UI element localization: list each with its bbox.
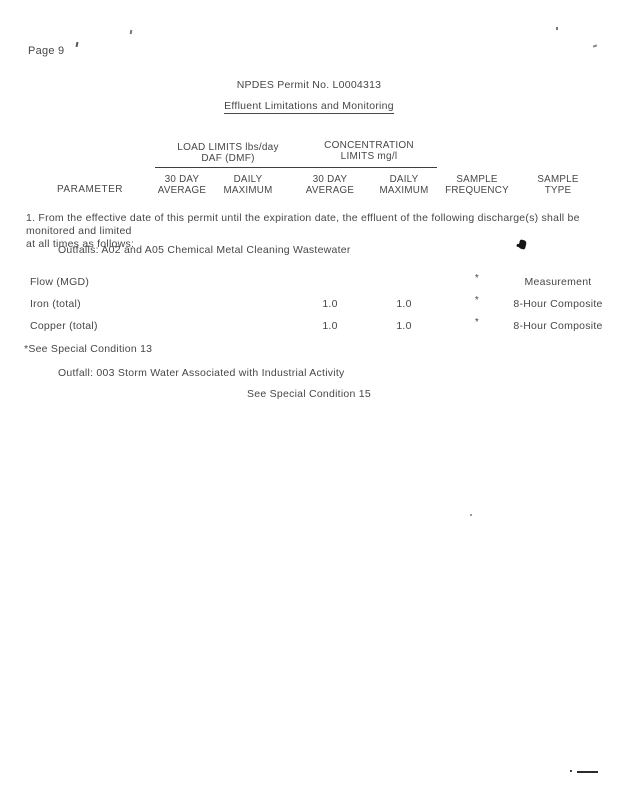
load-limits-line2: DAF (DMF) bbox=[201, 153, 255, 164]
table-row: Iron (total) 1.0 1.0 * 8-Hour Composite bbox=[0, 295, 618, 312]
column-header-line: MAXIMUM bbox=[223, 184, 273, 196]
page-number-label: Page 9 bbox=[28, 45, 65, 57]
section-heading: Effluent Limitations and Monitoring bbox=[224, 100, 394, 114]
section-heading-row: Effluent Limitations and Monitoring bbox=[0, 100, 618, 114]
table-row: Copper (total) 1.0 1.0 * 8-Hour Composit… bbox=[0, 317, 618, 334]
see-special-condition-15-line: See Special Condition 15 bbox=[247, 388, 371, 400]
sample-type-cell: 8-Hour Composite bbox=[513, 298, 603, 310]
scan-artifact-dot bbox=[570, 770, 572, 772]
frequency-cell: * bbox=[474, 317, 480, 328]
scan-artifact-dash bbox=[577, 771, 598, 773]
table-row: Flow (MGD) * Measurement bbox=[0, 273, 618, 290]
load-limits-group-header: LOAD LIMITS lbs/day DAF (DMF) bbox=[155, 142, 301, 168]
scan-artifact-tick bbox=[129, 29, 133, 35]
outfall-003-storm-water-line: Outfall: 003 Storm Water Associated with… bbox=[58, 367, 345, 379]
column-header-line: SAMPLE bbox=[456, 174, 498, 185]
column-header-line: TYPE bbox=[544, 184, 572, 196]
load-limits-line1: LOAD LIMITS lbs/day bbox=[177, 142, 279, 153]
column-header-load-30day-average: 30 DAY AVERAGE bbox=[142, 174, 222, 196]
column-header-sample-frequency: SAMPLE FREQUENCY bbox=[437, 174, 517, 196]
condition-paragraph-line1: 1. From the effective date of this permi… bbox=[26, 212, 580, 237]
scan-artifact-dot bbox=[556, 27, 558, 30]
outfalls-a02-a05-line: Outfalls: A02 and A05 Chemical Metal Cle… bbox=[58, 244, 351, 256]
parameter-cell: Iron (total) bbox=[30, 298, 81, 310]
conc-average-cell: 1.0 bbox=[322, 320, 338, 332]
column-header-sample-type: SAMPLE TYPE bbox=[518, 174, 598, 196]
sample-type-cell: 8-Hour Composite bbox=[513, 320, 603, 332]
conc-maximum-cell: 1.0 bbox=[396, 320, 412, 332]
column-header-line: SAMPLE bbox=[537, 174, 579, 185]
column-header-load-daily-maximum: DAILY MAXIMUM bbox=[208, 174, 288, 196]
column-header-line: 30 DAY bbox=[164, 174, 200, 185]
scan-artifact-tick bbox=[75, 41, 79, 48]
column-header-conc-daily-maximum: DAILY MAXIMUM bbox=[364, 174, 444, 196]
permit-number-line: NPDES Permit No. L0004313 bbox=[236, 79, 382, 91]
column-header-conc-30day-average: 30 DAY AVERAGE bbox=[290, 174, 370, 196]
concentration-line2: LIMITS mg/l bbox=[340, 151, 398, 162]
frequency-cell: * bbox=[474, 273, 480, 284]
column-header-line: DAILY bbox=[233, 174, 263, 185]
parameter-cell: Copper (total) bbox=[30, 320, 98, 332]
column-header-line: DAILY bbox=[389, 174, 419, 185]
sample-type-cell: Measurement bbox=[524, 276, 592, 288]
parameter-cell: Flow (MGD) bbox=[30, 276, 90, 288]
column-header-line: AVERAGE bbox=[305, 184, 355, 196]
frequency-cell: * bbox=[474, 295, 480, 306]
condition-paragraph-line2: at all times as follows: bbox=[26, 238, 135, 250]
concentration-line1: CONCENTRATION bbox=[324, 140, 414, 151]
column-header-line: 30 DAY bbox=[312, 174, 348, 185]
condition-paragraph: 1. From the effective date of this permi… bbox=[26, 212, 608, 251]
column-header-line: FREQUENCY bbox=[445, 184, 509, 196]
concentration-group-header: CONCENTRATION LIMITS mg/l bbox=[301, 140, 437, 168]
scan-artifact-dot bbox=[592, 44, 598, 48]
column-header-line: AVERAGE bbox=[157, 184, 207, 196]
conc-maximum-cell: 1.0 bbox=[396, 298, 412, 310]
parameter-column-header: PARAMETER bbox=[57, 184, 123, 195]
conc-average-cell: 1.0 bbox=[322, 298, 338, 310]
footnote-special-condition-13: *See Special Condition 13 bbox=[24, 343, 153, 355]
scan-artifact-dot bbox=[470, 514, 472, 516]
column-header-line: MAXIMUM bbox=[379, 184, 429, 196]
